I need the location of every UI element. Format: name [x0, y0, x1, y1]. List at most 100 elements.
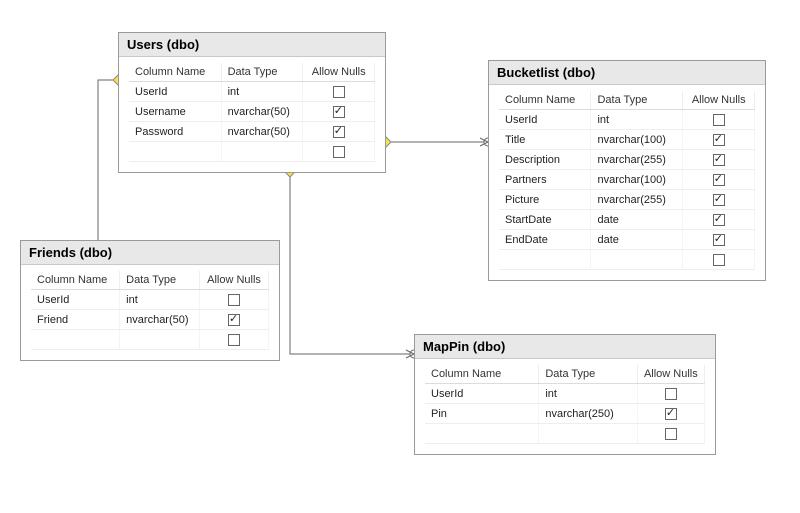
cell-data-type: date — [591, 210, 683, 230]
cell-allow-nulls — [683, 170, 755, 190]
checkbox-icon[interactable] — [228, 334, 240, 346]
cell-data-type: nvarchar(255) — [591, 190, 683, 210]
cell-column-name: Title — [499, 130, 591, 150]
cell-column-name: UserId — [31, 290, 120, 310]
table-row-empty — [31, 330, 269, 350]
table-mappin-grid: Column Name Data Type Allow Nulls UserId… — [425, 365, 705, 444]
col-header-type: Data Type — [591, 91, 683, 110]
checkbox-icon[interactable] — [713, 194, 725, 206]
cell-allow-nulls — [683, 190, 755, 210]
table-row[interactable]: Picturenvarchar(255) — [499, 190, 755, 210]
checkbox-icon[interactable] — [228, 314, 240, 326]
cell-data-type: int — [591, 110, 683, 130]
col-header-name: Column Name — [499, 91, 591, 110]
table-bucketlist-grid: Column Name Data Type Allow Nulls UserId… — [499, 91, 755, 270]
er-diagram-canvas: Users (dbo) Column Name Data Type Allow … — [0, 0, 800, 513]
table-bucketlist-body: Column Name Data Type Allow Nulls UserId… — [489, 85, 765, 280]
table-row[interactable]: Titlenvarchar(100) — [499, 130, 755, 150]
checkbox-icon[interactable] — [665, 408, 677, 420]
cell-data-type: nvarchar(50) — [221, 122, 303, 142]
cell-data-type: int — [221, 82, 303, 102]
cell-allow-nulls — [637, 404, 704, 424]
cell-column-name: UserId — [129, 82, 221, 102]
table-row[interactable]: UserIdint — [129, 82, 375, 102]
checkbox-icon[interactable] — [228, 294, 240, 306]
table-users-grid: Column Name Data Type Allow Nulls UserId… — [129, 63, 375, 162]
col-header-nulls: Allow Nulls — [637, 365, 704, 384]
checkbox-icon[interactable] — [665, 428, 677, 440]
table-friends-body: Column Name Data Type Allow Nulls UserId… — [21, 265, 279, 360]
relationship-line — [290, 172, 414, 354]
table-friends-grid: Column Name Data Type Allow Nulls UserId… — [31, 271, 269, 350]
cell-allow-nulls — [683, 130, 755, 150]
table-row[interactable]: UserIdint — [499, 110, 755, 130]
cell-column-name: EndDate — [499, 230, 591, 250]
checkbox-icon[interactable] — [713, 114, 725, 126]
table-mappin-body: Column Name Data Type Allow Nulls UserId… — [415, 359, 715, 454]
cell-data-type: int — [120, 290, 200, 310]
table-row[interactable]: Descriptionnvarchar(255) — [499, 150, 755, 170]
col-header-type: Data Type — [120, 271, 200, 290]
table-row[interactable]: Partnersnvarchar(100) — [499, 170, 755, 190]
col-header-type: Data Type — [539, 365, 637, 384]
cell-allow-nulls — [303, 102, 375, 122]
cell-column-name: Friend — [31, 310, 120, 330]
col-header-nulls: Allow Nulls — [200, 271, 269, 290]
cell-data-type: date — [591, 230, 683, 250]
checkbox-icon[interactable] — [333, 126, 345, 138]
table-mappin[interactable]: MapPin (dbo) Column Name Data Type Allow… — [414, 334, 716, 455]
table-mappin-title: MapPin (dbo) — [415, 335, 715, 359]
cell-allow-nulls — [683, 150, 755, 170]
relationship-line — [86, 80, 118, 262]
table-friends-title: Friends (dbo) — [21, 241, 279, 265]
table-row[interactable]: Usernamenvarchar(50) — [129, 102, 375, 122]
checkbox-icon[interactable] — [333, 146, 345, 158]
cell-allow-nulls — [200, 290, 269, 310]
cell-allow-nulls — [683, 210, 755, 230]
table-row[interactable]: UserIdint — [425, 384, 705, 404]
cell-data-type: nvarchar(100) — [591, 170, 683, 190]
cell-column-name: Username — [129, 102, 221, 122]
checkbox-icon[interactable] — [713, 134, 725, 146]
table-row[interactable]: EndDatedate — [499, 230, 755, 250]
checkbox-icon[interactable] — [713, 234, 725, 246]
table-users-title: Users (dbo) — [119, 33, 385, 57]
table-row[interactable]: Friendnvarchar(50) — [31, 310, 269, 330]
cell-data-type: nvarchar(255) — [591, 150, 683, 170]
cell-data-type: nvarchar(250) — [539, 404, 637, 424]
cell-column-name: UserId — [425, 384, 539, 404]
cell-allow-nulls — [683, 230, 755, 250]
cell-column-name: UserId — [499, 110, 591, 130]
cell-column-name: Description — [499, 150, 591, 170]
cell-column-name: Pin — [425, 404, 539, 424]
table-row-empty — [129, 142, 375, 162]
cell-allow-nulls — [303, 82, 375, 102]
checkbox-icon[interactable] — [333, 106, 345, 118]
checkbox-icon[interactable] — [713, 254, 725, 266]
table-row[interactable]: Pinnvarchar(250) — [425, 404, 705, 424]
checkbox-icon[interactable] — [713, 214, 725, 226]
table-users-body: Column Name Data Type Allow Nulls UserId… — [119, 57, 385, 172]
cell-allow-nulls — [200, 310, 269, 330]
cell-column-name: Partners — [499, 170, 591, 190]
table-row[interactable]: StartDatedate — [499, 210, 755, 230]
checkbox-icon[interactable] — [713, 174, 725, 186]
table-row[interactable]: Passwordnvarchar(50) — [129, 122, 375, 142]
table-bucketlist[interactable]: Bucketlist (dbo) Column Name Data Type A… — [488, 60, 766, 281]
cell-data-type: nvarchar(100) — [591, 130, 683, 150]
checkbox-icon[interactable] — [665, 388, 677, 400]
table-friends[interactable]: Friends (dbo) Column Name Data Type Allo… — [20, 240, 280, 361]
cell-data-type: nvarchar(50) — [120, 310, 200, 330]
checkbox-icon[interactable] — [333, 86, 345, 98]
cell-allow-nulls — [683, 110, 755, 130]
cell-data-type: nvarchar(50) — [221, 102, 303, 122]
checkbox-icon[interactable] — [713, 154, 725, 166]
col-header-type: Data Type — [221, 63, 303, 82]
cell-column-name: Password — [129, 122, 221, 142]
cell-column-name: Picture — [499, 190, 591, 210]
table-row-empty — [499, 250, 755, 270]
cell-allow-nulls — [303, 122, 375, 142]
table-users[interactable]: Users (dbo) Column Name Data Type Allow … — [118, 32, 386, 173]
table-row-empty — [425, 424, 705, 444]
table-row[interactable]: UserIdint — [31, 290, 269, 310]
